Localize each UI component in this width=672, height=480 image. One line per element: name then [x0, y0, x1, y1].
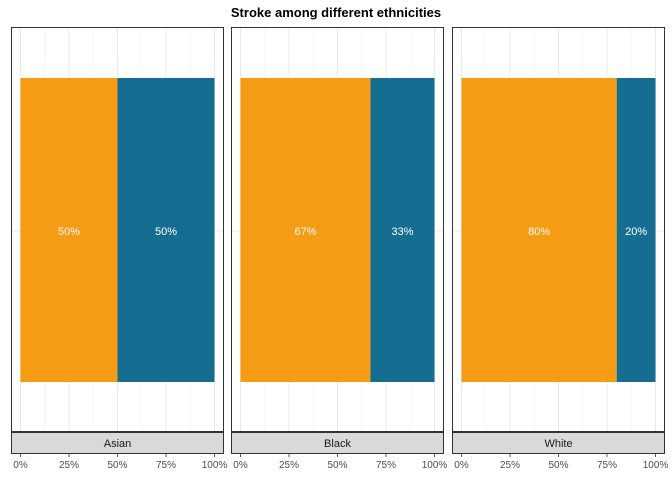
strip-label-white: White: [544, 438, 572, 450]
x-tick-label: 100%: [422, 460, 448, 471]
panel-border-white: [452, 27, 665, 432]
x-tick-label: 0%: [233, 460, 248, 471]
chart-title: Stroke among different ethnicities: [230, 5, 442, 20]
x-tick-label: 25%: [500, 460, 520, 471]
x-tick-label: 0%: [13, 460, 28, 471]
bar-black-segment-2: [370, 78, 435, 382]
bar-label-black-2: 33%: [391, 226, 413, 238]
panel-border-black: [231, 27, 444, 432]
x-tick-label: 100%: [202, 460, 228, 471]
x-tick-label: 0%: [454, 460, 469, 471]
bar-label-black-1: 67%: [294, 226, 316, 238]
bar-white-segment-1: [461, 78, 617, 382]
x-tick-label: 50%: [327, 460, 347, 471]
strip-white: [452, 432, 665, 454]
bar-label-asian-1: 50%: [58, 226, 80, 238]
x-tick-label: 50%: [107, 460, 127, 471]
x-tick-label: 25%: [279, 460, 299, 471]
bar-label-asian-2: 50%: [155, 226, 177, 238]
x-tick-label: 100%: [643, 460, 669, 471]
x-tick-label: 75%: [376, 460, 396, 471]
panel-border-asian: [11, 27, 224, 432]
strip-black: [231, 432, 444, 454]
strip-asian: [11, 432, 224, 454]
x-tick-label: 25%: [59, 460, 79, 471]
bar-asian-segment-1: [20, 78, 118, 382]
strip-label-black: Black: [324, 438, 351, 450]
x-tick-label: 75%: [156, 460, 176, 471]
bar-asian-segment-2: [117, 78, 215, 382]
bar-black-segment-1: [240, 78, 371, 382]
strip-label-asian: Asian: [104, 438, 132, 450]
bar-white-segment-2: [616, 78, 656, 382]
x-tick-label: 50%: [548, 460, 568, 471]
x-tick-label: 75%: [597, 460, 617, 471]
bar-label-white-1: 80%: [528, 226, 550, 238]
bar-label-white-2: 20%: [625, 226, 647, 238]
